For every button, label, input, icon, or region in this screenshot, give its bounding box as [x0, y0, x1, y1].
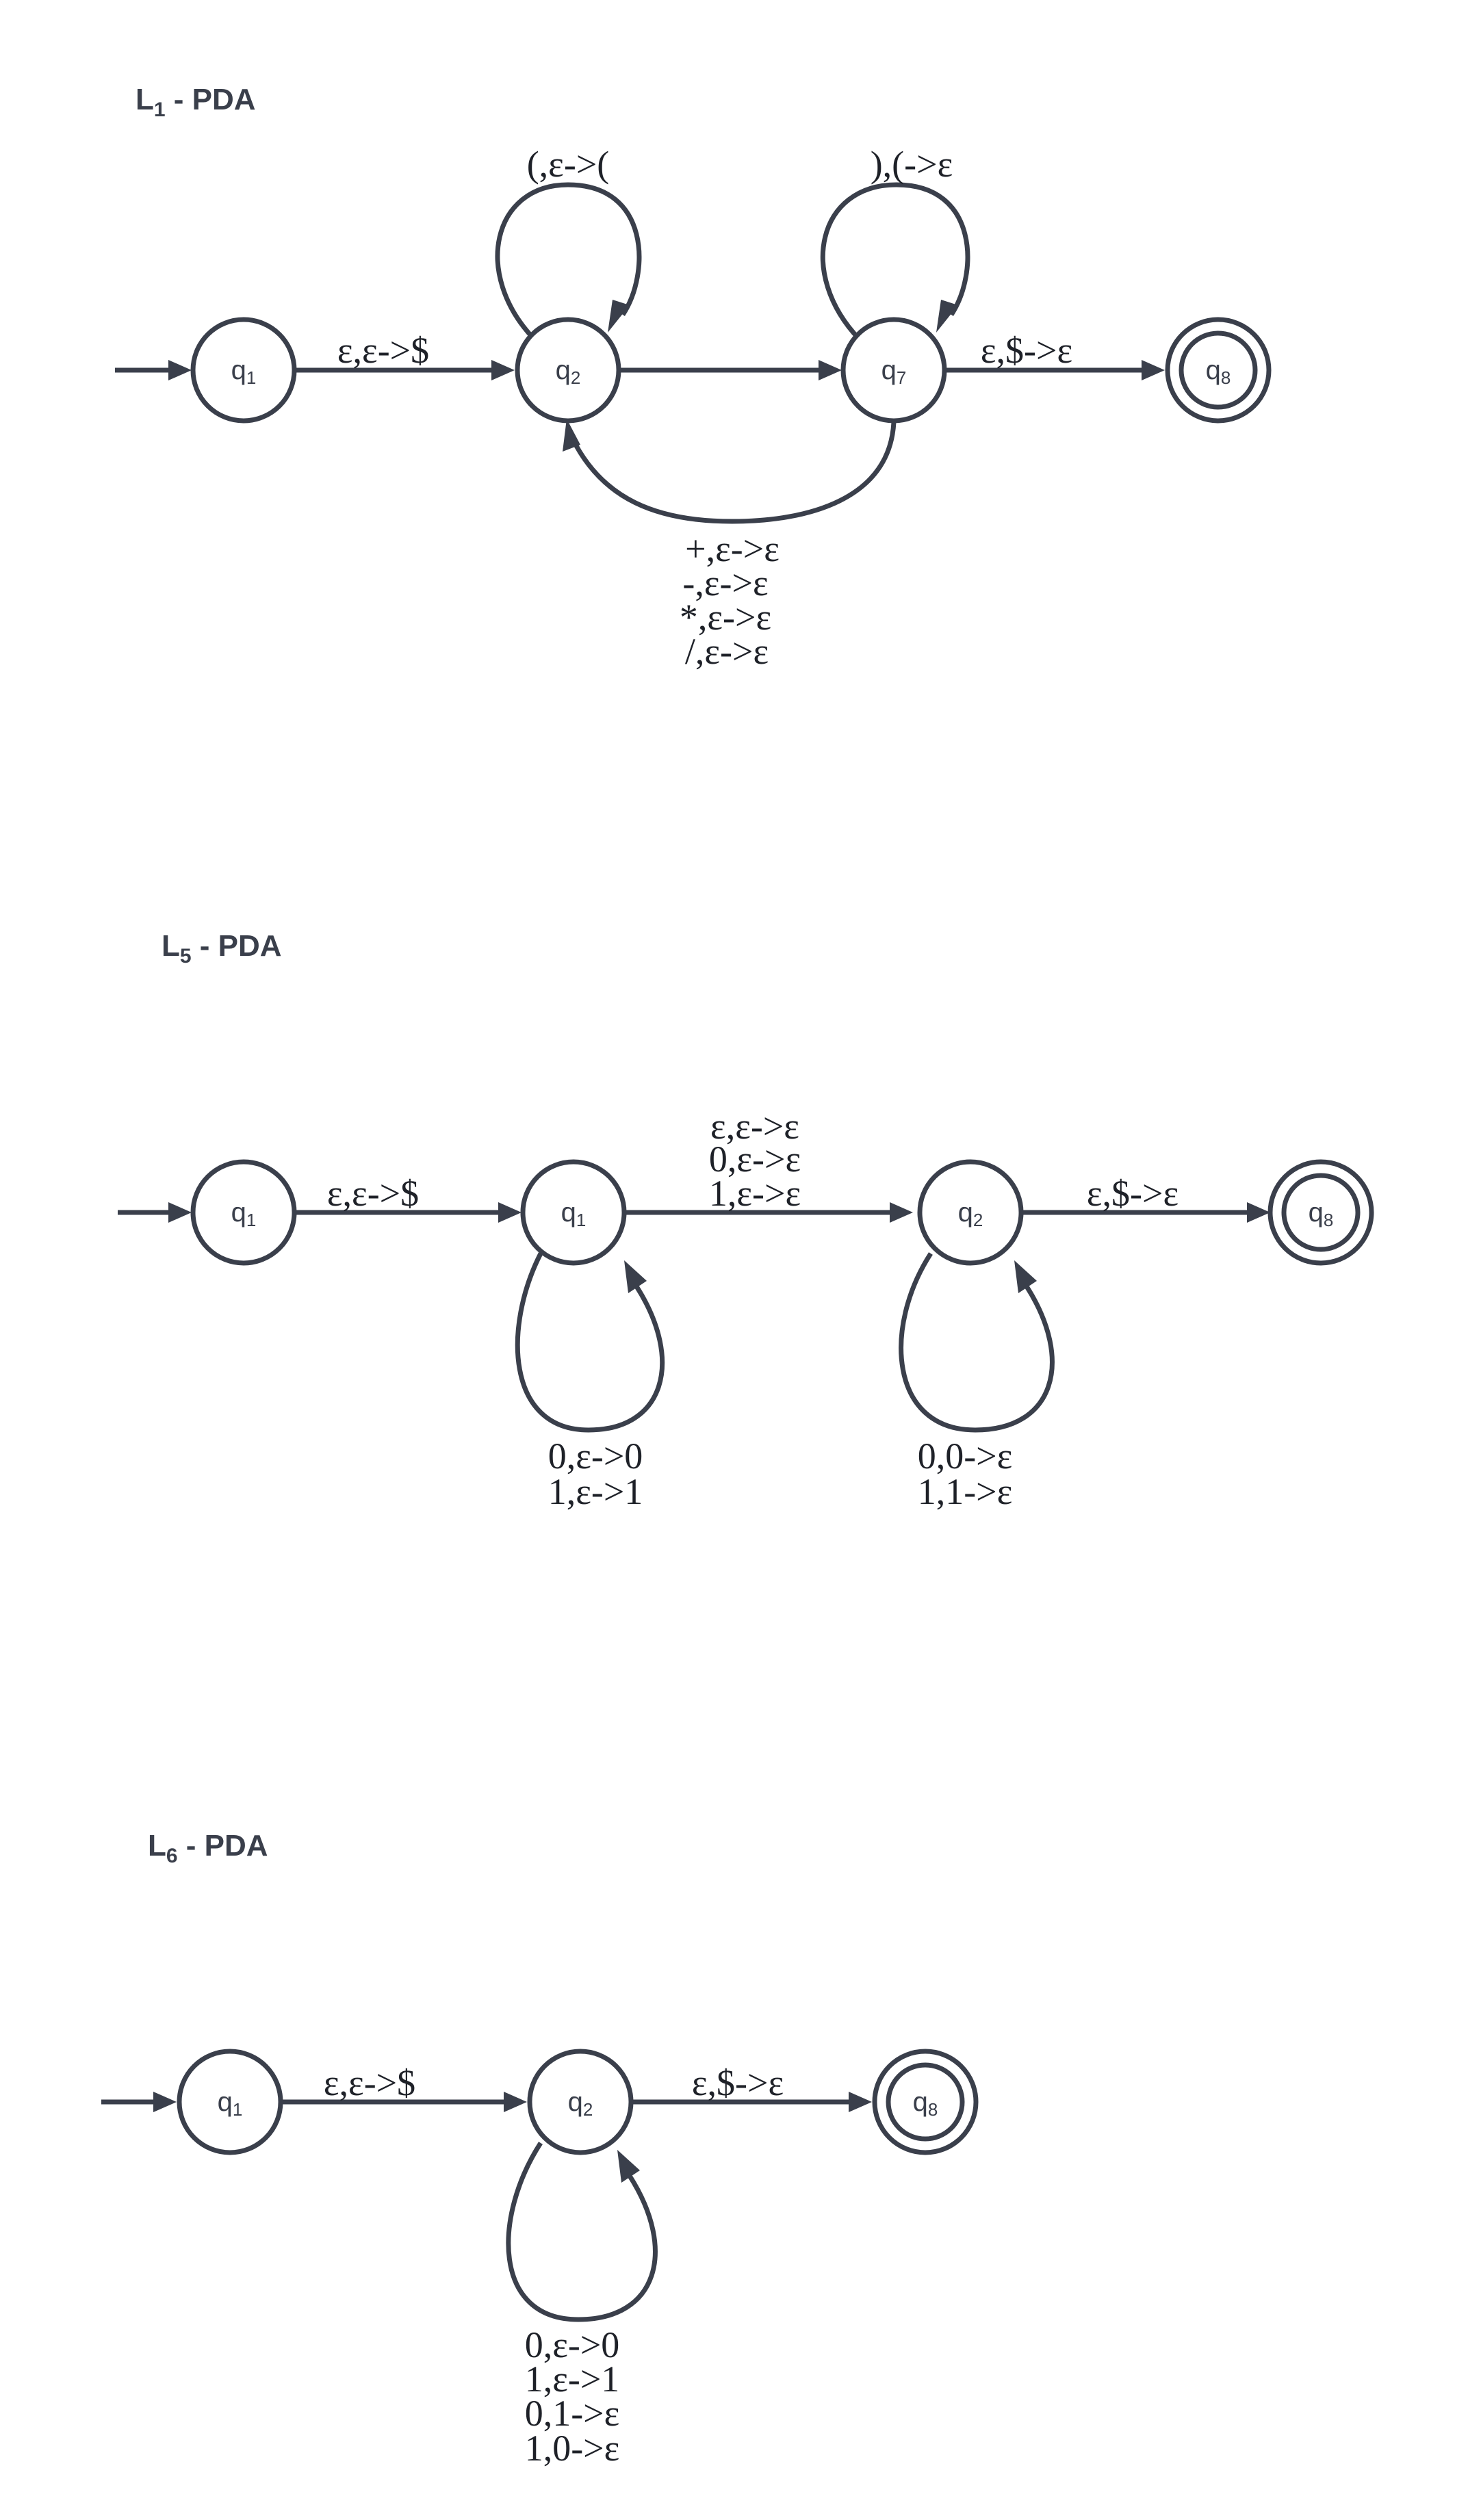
svg-text:q8: q8	[913, 2087, 938, 2120]
edge-q2-q8-arrowhead	[1247, 1202, 1270, 1223]
svg-text:q1: q1	[231, 355, 257, 388]
edge-q1-q2-label: ε,ε->$	[324, 2062, 415, 2103]
self-loop-q2-label: (,ε->(	[527, 144, 610, 185]
edge-q1b-q2-arrowhead	[890, 1202, 913, 1223]
state-q2: q2	[515, 317, 621, 424]
pda-l1: L1 - PDA ε,ε->$ (,ε->( ),(->ε ε,$->ε +,ε…	[115, 83, 1272, 672]
svg-text:q8: q8	[1206, 355, 1231, 388]
edge-q7-q2-label-4: /,ε->ε	[685, 631, 769, 672]
edge-q2-q7-arrowhead	[819, 360, 842, 380]
state-q8-accepting: q8	[1165, 317, 1272, 424]
edge-q2-q8-label: ε,$->ε	[692, 2062, 784, 2103]
svg-text:q2: q2	[958, 1197, 983, 1230]
pda-l1-title: L1 - PDA	[136, 83, 256, 121]
self-loop-q7-label: ),(->ε	[871, 144, 953, 185]
edge-q2-q8-arrowhead	[849, 2092, 872, 2112]
self-loop-q1b-label-1: 0,ε->0	[548, 1436, 643, 1477]
svg-text:q2: q2	[568, 2087, 593, 2120]
self-loop-q1b-label-2: 1,ε->1	[548, 1471, 643, 1512]
start-arrowhead	[168, 360, 192, 380]
self-loop-q2-arrowhead	[617, 2150, 640, 2183]
edge-q1-q1b-label: ε,ε->$	[327, 1173, 419, 1214]
self-loop-q2	[495, 182, 642, 341]
pda-l5: L5 - PDA ε,ε->$ 0,ε->0 1,ε->1 ε,ε->ε 0,ε…	[118, 929, 1374, 1512]
edge-q2-q8-label: ε,$->ε	[1087, 1173, 1179, 1214]
state-q1: q1	[190, 1159, 297, 1266]
self-loop-q2	[506, 2142, 658, 2322]
edge-q1-q2-label: ε,ε->$	[337, 330, 429, 371]
edge-q7-q2-arrowhead	[563, 419, 580, 452]
self-loop-q2-label-1: 0,ε->0	[525, 2324, 620, 2365]
state-q7: q7	[840, 317, 947, 424]
edge-q7-q2-label-3: *,ε->ε	[680, 597, 771, 638]
edge-q1-q1b-arrowhead	[498, 1202, 521, 1223]
edge-q1b-q2-label-3: 1,ε->ε	[709, 1173, 801, 1214]
self-loop-q2-label-1: 0,0->ε	[918, 1436, 1013, 1477]
edge-q7-q8-label: ε,$->ε	[981, 330, 1072, 371]
edge-q7-q8-arrowhead	[1142, 360, 1165, 380]
edge-q7-q2-label-2: -,ε->ε	[682, 562, 768, 603]
state-q8-accepting: q8	[1267, 1159, 1374, 1266]
edge-q1-q2-arrowhead	[504, 2092, 527, 2112]
start-arrowhead	[168, 1202, 192, 1223]
state-q1: q1	[190, 317, 297, 424]
self-loop-q2-label-3: 0,1->ε	[525, 2393, 620, 2434]
self-loop-q2-label-2: 1,ε->1	[525, 2359, 620, 2400]
edge-q7-q2	[569, 421, 897, 524]
edge-q7-q2-label-1: +,ε->ε	[685, 528, 780, 569]
self-loop-q2-arrowhead	[608, 300, 630, 333]
svg-text:q1: q1	[561, 1197, 587, 1230]
svg-text:q1: q1	[231, 1197, 257, 1230]
pda-l6-title: L6 - PDA	[148, 1829, 268, 1867]
edge-q1-q2-arrowhead	[491, 360, 515, 380]
self-loop-q7-arrowhead	[936, 300, 958, 333]
self-loop-q2-label-2: 1,1->ε	[918, 1471, 1013, 1512]
state-q1b: q1	[520, 1159, 627, 1266]
edge-q1b-q2-label-2: 0,ε->ε	[709, 1139, 801, 1180]
state-q2: q2	[527, 2049, 634, 2155]
self-loop-q2	[899, 1252, 1055, 1433]
svg-text:q2: q2	[556, 355, 581, 388]
pda-l5-title: L5 - PDA	[162, 929, 282, 967]
self-loop-q1b	[515, 1252, 665, 1433]
edge-q1b-q2-label-1: ε,ε->ε	[710, 1106, 799, 1147]
self-loop-q1b-arrowhead	[624, 1260, 647, 1293]
self-loop-q2-label-4: 1,0->ε	[525, 2428, 620, 2469]
start-arrowhead	[153, 2092, 177, 2112]
state-q2: q2	[917, 1159, 1024, 1266]
svg-text:q8: q8	[1309, 1197, 1334, 1230]
svg-text:q1: q1	[218, 2087, 243, 2120]
svg-text:q7: q7	[881, 355, 907, 388]
state-q1: q1	[177, 2049, 283, 2155]
self-loop-q7	[820, 182, 970, 341]
pda-l6: L6 - PDA ε,ε->$ 0,ε->0 1,ε->1 0,1->ε 1,0…	[101, 1829, 979, 2469]
self-loop-q2-arrowhead	[1014, 1260, 1037, 1293]
state-q8-accepting: q8	[872, 2049, 979, 2155]
